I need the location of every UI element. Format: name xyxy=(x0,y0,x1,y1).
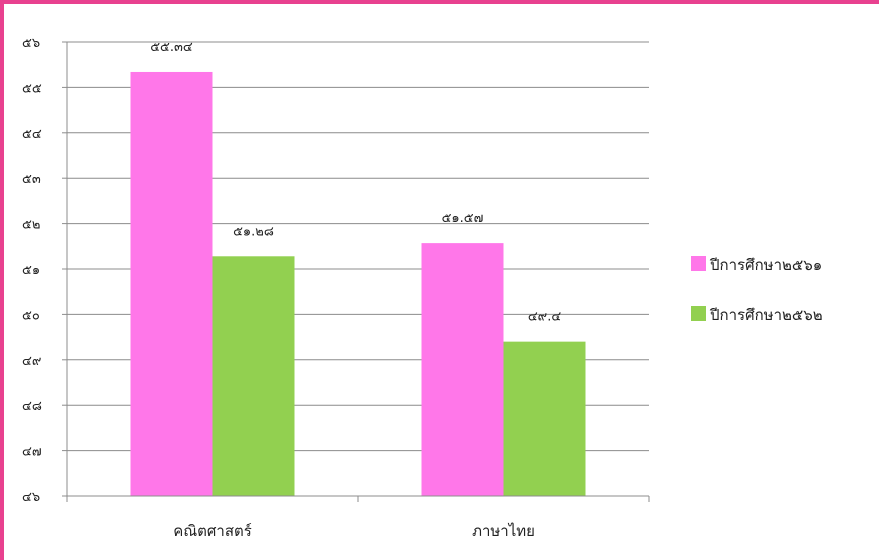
y-tick-label: ๕๐ xyxy=(22,308,40,323)
labels: ๔๖ ๔๗ ๔๘ ๔๙ ๕๐ ๕๑ ๕๒ ๕๓ ๕๔ ๕๕ ๕๖ ๕๕.๓๔๕๑.๒๘คณิตศาสต… xyxy=(22,36,561,540)
bar xyxy=(503,341,586,496)
legend-label: ปีการศึกษา๒๕๖๑ xyxy=(709,256,822,274)
bars xyxy=(130,71,586,497)
y-tick-label: ๕๑ xyxy=(22,263,40,278)
y-tick-label: ๔๙ xyxy=(22,354,41,369)
legend-swatch xyxy=(691,256,706,271)
axes xyxy=(62,41,650,502)
y-tick-label: ๔๘ xyxy=(22,399,42,414)
y-tick-label: ๕๒ xyxy=(22,218,40,233)
legend-label: ปีการศึกษา๒๕๖๒ xyxy=(709,306,823,324)
x-category-label: ภาษาไทย xyxy=(472,522,535,540)
y-tick-label: ๔๗ xyxy=(22,445,42,460)
data-label: ๕๑.๕๗ xyxy=(442,211,484,226)
data-label: ๔๙.๔ xyxy=(528,310,561,325)
bar xyxy=(130,71,213,497)
x-category-label: คณิตศาสตร์ xyxy=(173,522,252,540)
y-tick-label: ๕๕ xyxy=(22,81,42,96)
data-label: ๕๑.๒๘ xyxy=(233,224,274,239)
y-tick-label: ๕๓ xyxy=(22,172,41,187)
y-tick-label: ๕๔ xyxy=(22,127,42,142)
y-tick-label: ๔๖ xyxy=(22,490,40,505)
y-tick-label: ๕๖ xyxy=(22,36,40,51)
data-label: ๕๕.๓๔ xyxy=(150,40,193,55)
legend-swatch xyxy=(691,306,706,321)
bar xyxy=(421,243,504,496)
bar xyxy=(212,256,295,496)
